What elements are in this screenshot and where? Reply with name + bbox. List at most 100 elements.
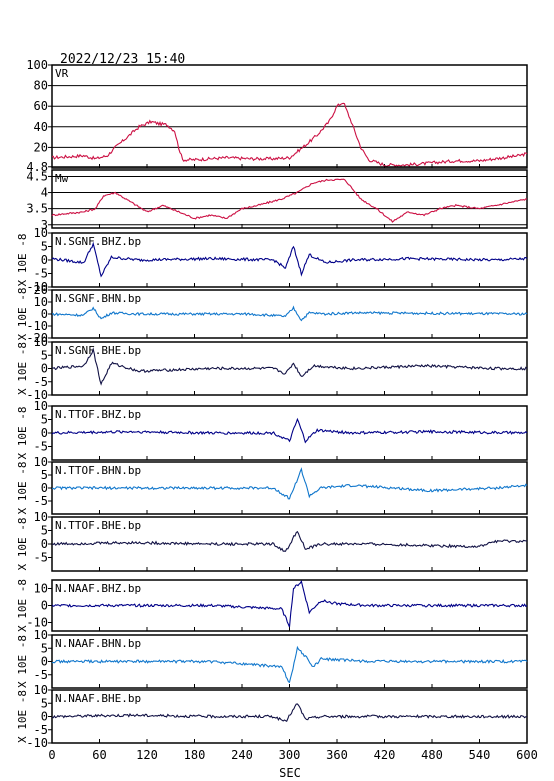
panel-title: N.TTOF.BHZ.bp — [55, 408, 141, 421]
y-tick-label: 5 — [41, 240, 48, 254]
panel-title: N.SGNF.BHN.bp — [55, 292, 141, 305]
series-line — [51, 347, 528, 386]
y-tick-label: 10 — [34, 582, 48, 596]
y-tick-label: 0 — [41, 710, 48, 724]
series-line — [51, 102, 528, 168]
y-tick-label: 5 — [41, 696, 48, 710]
y-tick-label: -5 — [34, 494, 48, 508]
series-line — [51, 703, 528, 722]
y-tick-label: 20 — [34, 283, 48, 297]
x-axis-label: SEC — [279, 766, 301, 780]
y-tick-label: 3 — [41, 218, 48, 232]
y-axis-label: X 10E -8 — [16, 234, 29, 287]
header-datetime: 2022/12/23 15:40 — [60, 52, 185, 67]
y-axis-label: X 10E -8 — [16, 635, 29, 688]
y-tick-label: 0 — [41, 481, 48, 495]
y-tick-label: -5 — [34, 723, 48, 737]
panel-title: N.SGNF.BHE.bp — [55, 344, 141, 357]
y-tick-label: -5 — [34, 267, 48, 281]
series-line — [51, 530, 528, 552]
x-tick-label: 60 — [92, 748, 106, 762]
panel-0: 20 40 60 80 100 VR — [26, 58, 528, 169]
panel-title: Mw — [55, 172, 69, 185]
y-tick-label: 5 — [41, 641, 48, 655]
y-tick-label: 10 — [34, 226, 48, 240]
y-axis-label: X 10E -8 — [16, 462, 29, 515]
y-tick-label: 4.5 — [26, 169, 48, 183]
y-tick-label: 40 — [34, 120, 48, 134]
y-axis-label: X 10E -8 — [16, 407, 29, 460]
x-tick-label: 240 — [231, 748, 253, 762]
x-tick-label: 600 — [516, 748, 538, 762]
y-tick-label: -20 — [26, 331, 48, 345]
y-tick-label: 10 — [34, 399, 48, 413]
y-tick-label: -5 — [34, 551, 48, 565]
panel-title: N.NAAF.BHE.bp — [55, 692, 141, 705]
series-line — [51, 178, 528, 223]
y-axis-label: X 10E -8 — [16, 690, 29, 743]
panel-1: 3 3.5 4 4.54.8 Mw — [26, 160, 528, 232]
series-line — [51, 241, 528, 278]
series-line — [51, 417, 528, 444]
y-tick-label: 10 — [34, 455, 48, 469]
y-tick-label: -10 — [26, 388, 48, 402]
y-tick-label: -5 — [34, 440, 48, 454]
y-tick-label: 5 — [41, 468, 48, 482]
panel-title: N.SGNF.BHZ.bp — [55, 235, 141, 248]
y-tick-label: 80 — [34, 79, 48, 93]
x-tick-label: 180 — [184, 748, 206, 762]
series-line — [51, 645, 528, 684]
x-tick-label: 120 — [136, 748, 158, 762]
y-tick-label: -10 — [26, 736, 48, 750]
y-tick-label: 0 — [41, 253, 48, 267]
x-tick-label: 360 — [326, 748, 348, 762]
y-tick-label: 3.5 — [26, 202, 48, 216]
y-tick-label: -10 — [26, 616, 48, 630]
y-tick-label: 0 — [41, 426, 48, 440]
series-line — [51, 467, 528, 500]
y-tick-label: 10 — [34, 295, 48, 309]
panel-title: N.TTOF.BHN.bp — [55, 464, 141, 477]
y-tick-label: -5 — [34, 668, 48, 682]
x-tick-label: 540 — [469, 748, 491, 762]
y-tick-label: 60 — [34, 99, 48, 113]
panel-title: N.NAAF.BHN.bp — [55, 637, 141, 650]
y-tick-label: 10 — [34, 510, 48, 524]
y-tick-label: 5 — [41, 413, 48, 427]
x-tick-label: 420 — [374, 748, 396, 762]
y-tick-label: 100 — [26, 58, 48, 72]
y-tick-label: 10 — [34, 683, 48, 697]
y-tick-label: -10 — [26, 319, 48, 333]
y-axis-label: X 10E -8 — [16, 342, 29, 395]
y-tick-label: 20 — [34, 140, 48, 154]
y-tick-label: 4.8 — [26, 160, 48, 174]
y-axis-label: X 10E -8 — [16, 288, 29, 341]
y-tick-label: 5 — [41, 348, 48, 362]
y-tick-label: 0 — [41, 362, 48, 376]
panel-title: N.TTOF.BHE.bp — [55, 519, 141, 532]
series-line — [51, 580, 528, 628]
panel-title: N.NAAF.BHZ.bp — [55, 582, 141, 595]
y-tick-label: 4 — [41, 186, 48, 200]
series-line — [51, 305, 528, 322]
y-axis-label: X 10E -8 — [16, 579, 29, 632]
y-tick-label: 5 — [41, 524, 48, 538]
panel-8: -10 0 10 N.NAAF.BHZ.bp X 10E -8 — [16, 579, 528, 632]
y-tick-label: 0 — [41, 599, 48, 613]
panel-title: VR — [55, 67, 69, 80]
panel-frame — [51, 64, 528, 169]
y-tick-label: -10 — [26, 280, 48, 294]
panel-frame — [51, 169, 528, 229]
y-axis-label: X 10E -8 — [16, 518, 29, 571]
y-tick-label: 0 — [41, 307, 48, 321]
y-tick-label: 10 — [34, 335, 48, 349]
x-tick-label: 480 — [421, 748, 443, 762]
